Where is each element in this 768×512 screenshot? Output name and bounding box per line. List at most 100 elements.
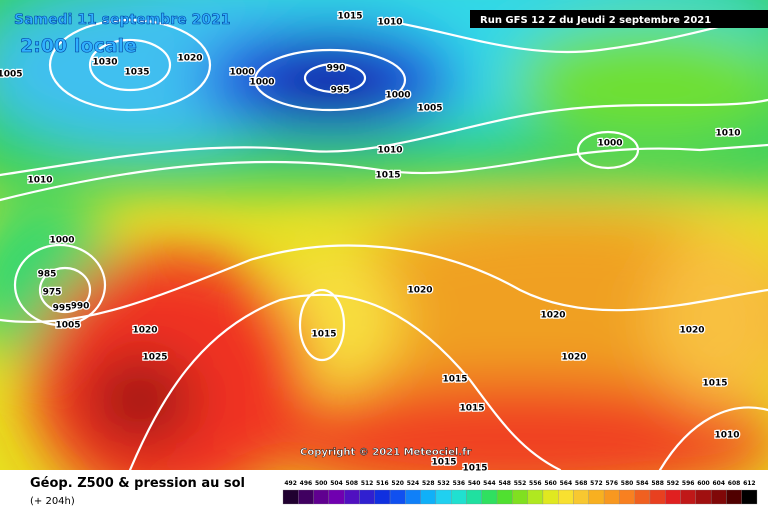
isobar-label: 990 [71,302,90,312]
isobar-label: 995 [331,86,350,96]
isobar-label: 1015 [462,464,487,474]
legend-swatch [573,489,589,505]
isobar-label: 1020 [177,54,202,64]
isobar-label: 1010 [377,146,402,156]
forecast-time: 2:00 locale [20,35,137,57]
isobar-label: 1000 [49,236,74,246]
isobar-label: 1015 [459,404,484,414]
legend-label: 492 [284,480,297,487]
isobar-label: 1015 [337,12,362,22]
legend-label: 532 [437,480,450,487]
isobar-label: 1010 [377,18,402,28]
legend-swatch [665,489,681,505]
legend-swatch [420,489,437,505]
color-legend: 492 496 500 504 508 512 516 520 524 528 532 536 540 5… [282,480,758,505]
isobar-label: 1000 [229,68,254,78]
legend-swatch [298,489,314,505]
legend-label: 528 [422,480,435,487]
legend-swatch [374,489,391,505]
legend-swatch [680,489,696,505]
legend-swatch [512,489,528,505]
run-info: Run GFS 12 Z du Jeudi 2 septembre 2021 [480,15,711,26]
legend-label: 600 [697,480,710,487]
legend-label: 500 [315,480,328,487]
legend-label: 568 [575,480,588,487]
isobar-label: 1015 [431,458,456,468]
legend-swatch [603,489,620,505]
legend-label: 604 [713,480,726,487]
legend-swatch [451,489,467,505]
copyright: Copyright © 2021 Meteociel.fr [300,447,471,458]
legend-swatch [619,489,635,505]
isobar-label: 1025 [142,353,167,363]
legend-label: 576 [605,480,618,487]
isobar-label: 1020 [407,286,432,296]
footer-subtitle: (+ 204h) [30,496,75,507]
forecast-date: Samedi 11 septembre 2021 [14,12,231,28]
legend-swatch [389,489,406,505]
isobar-label: 1015 [442,375,467,385]
legend-label: 512 [361,480,374,487]
legend-swatch [588,489,605,505]
legend-label: 560 [544,480,557,487]
isobar-label: 1020 [132,326,157,336]
isobar-label: 1010 [27,176,52,186]
isobar-label: 1035 [124,68,149,78]
isobar-label: 1000 [597,139,622,149]
legend-label: 608 [728,480,741,487]
legend-label: 596 [682,480,695,487]
isobar-label: 995 [53,304,72,314]
legend-label: 536 [453,480,466,487]
legend-label: 584 [636,480,649,487]
legend-label: 580 [621,480,634,487]
legend-swatch [649,489,666,505]
legend-swatch [435,489,452,505]
footer-title: Géop. Z500 & pression au sol [30,476,245,491]
legend-label: 572 [590,480,603,487]
legend-swatch [344,489,360,505]
isobar-label: 990 [327,64,346,74]
run-box [470,10,768,28]
isobar-label: 1005 [55,321,80,331]
isobar-label: 1015 [311,330,336,340]
legend-label: 504 [330,480,343,487]
isobar-label: 1005 [0,70,23,80]
isobar-label: 1015 [375,171,400,181]
legend-label: 496 [300,480,313,487]
legend-label: 524 [407,480,420,487]
legend-label: 548 [498,480,511,487]
legend-label: 592 [667,480,680,487]
legend-label: 552 [514,480,527,487]
legend-swatch [634,489,651,505]
isobar-label: 1030 [92,58,117,68]
legend-swatch [710,489,727,505]
isobar-label: 975 [43,288,62,298]
legend-swatch [359,489,375,505]
isobar-label: 1020 [540,311,565,321]
legend-swatch [328,489,345,505]
legend-label: 508 [346,480,359,487]
legend-label: 544 [483,480,496,487]
legend-swatch [405,489,421,505]
isobar-label: 1010 [715,129,740,139]
legend-swatch [558,489,574,505]
legend-swatch [481,489,498,505]
isobar-label: 1010 [714,431,739,441]
legend-swatch [726,489,742,505]
isobar-label: 1005 [417,104,442,114]
legend-label: 612 [743,480,756,487]
isobar-label: 1020 [679,326,704,336]
legend-label: 516 [376,480,389,487]
legend-swatch [542,489,559,505]
isobar-label: 1025 [92,58,117,68]
legend-label: 556 [529,480,542,487]
isobar-label: 1000 [385,91,410,101]
legend-swatch [496,489,513,505]
legend-swatch [313,489,330,505]
legend-label: 540 [468,480,481,487]
isobar-label: 1015 [702,379,727,389]
legend-label: 520 [391,480,404,487]
